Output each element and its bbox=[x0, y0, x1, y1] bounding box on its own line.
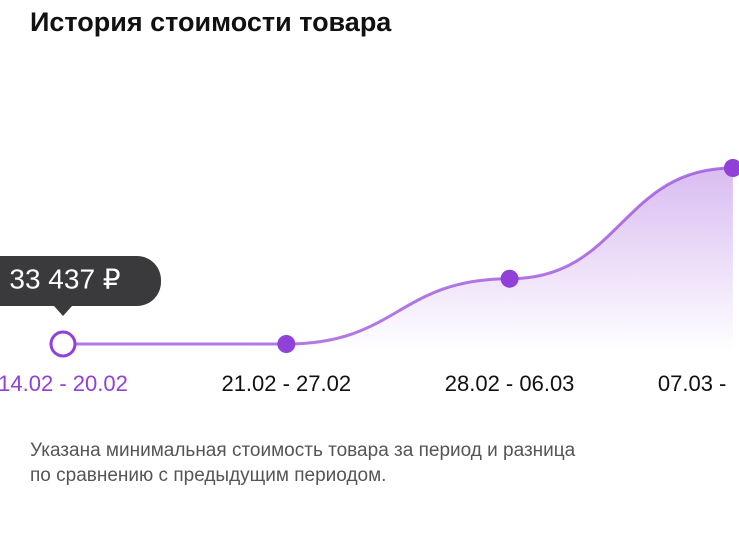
x-tick-label: 28.02 - 06.03 bbox=[445, 371, 575, 396]
x-tick-label: 14.02 - 20.02 bbox=[0, 371, 128, 396]
tooltip bbox=[0, 256, 161, 316]
note-line: Указана минимальная стоимость товара за … bbox=[30, 440, 576, 461]
x-tick-label: 07.03 - bbox=[658, 371, 727, 396]
chart-title: История стоимости товара bbox=[30, 7, 392, 37]
point bbox=[49, 330, 77, 358]
area bbox=[63, 168, 733, 352]
value-label: 33 437 ₽ bbox=[9, 263, 120, 294]
x-tick-label: 21.02 - 27.02 bbox=[221, 371, 351, 396]
line bbox=[62, 166, 733, 346]
point bbox=[500, 269, 519, 288]
point bbox=[723, 159, 739, 177]
note-line: по сравнению с предыдущим периодом. bbox=[30, 465, 386, 486]
point bbox=[277, 335, 296, 353]
